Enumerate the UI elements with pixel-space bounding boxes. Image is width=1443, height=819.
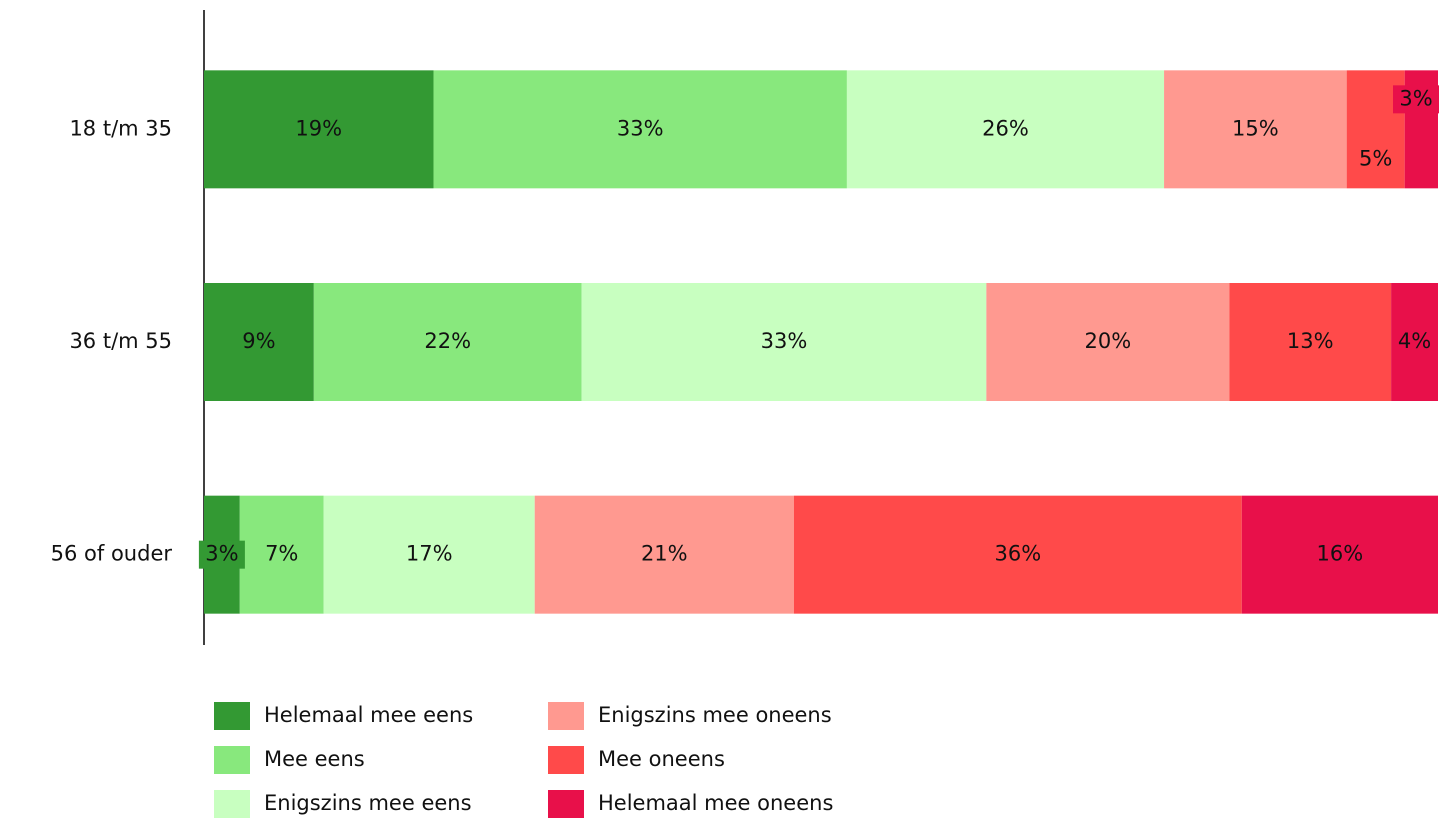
data-label: 5% (1359, 146, 1392, 170)
data-label: 16% (1317, 542, 1364, 566)
bar-segment (1229, 283, 1392, 401)
bar-segment (986, 283, 1230, 401)
data-label: 20% (1085, 329, 1132, 353)
legend-label: Helemaal mee eens (264, 703, 473, 727)
label-background (1393, 85, 1439, 114)
legend-label: Enigszins mee eens (264, 791, 472, 815)
legend-label: Enigszins mee oneens (598, 703, 832, 727)
bar-segment (323, 495, 535, 614)
bar-segment (1164, 70, 1347, 189)
y-tick-label: 56 of ouder (51, 542, 173, 566)
bar-segment (1241, 495, 1438, 614)
legend-swatch (214, 790, 250, 818)
y-tick-label: 36 t/m 55 (69, 329, 172, 353)
bar-segment (313, 283, 582, 401)
bar-segment (581, 283, 987, 401)
data-label: 17% (406, 542, 453, 566)
data-label: 3% (205, 542, 238, 566)
data-label: 33% (761, 329, 808, 353)
bar-segment (204, 70, 434, 189)
data-label: 19% (295, 116, 342, 140)
data-label: 7% (265, 542, 298, 566)
data-label: 9% (242, 329, 275, 353)
bar-segment (846, 70, 1165, 189)
data-label: 26% (982, 116, 1029, 140)
legend-swatch (548, 790, 584, 818)
bar-segment (793, 495, 1242, 614)
data-label: 36% (994, 542, 1041, 566)
legend-label: Mee oneens (598, 747, 725, 771)
bar-segment (239, 495, 324, 614)
legend-swatch (548, 702, 584, 730)
label-background (198, 540, 245, 569)
legend-label: Mee eens (264, 747, 365, 771)
data-label: 33% (617, 116, 664, 140)
legend-swatch (548, 746, 584, 774)
legend-label: Helemaal mee oneens (598, 791, 833, 815)
bar-segment (1391, 283, 1438, 401)
data-label: 13% (1287, 329, 1334, 353)
data-label: 3% (1399, 86, 1432, 110)
y-tick-label: 18 t/m 35 (69, 116, 172, 140)
bar-segment (433, 70, 847, 189)
bar-segment (534, 495, 794, 614)
data-label: 21% (641, 542, 688, 566)
bar-segment (204, 283, 314, 401)
data-label: 15% (1232, 116, 1279, 140)
legend-swatch (214, 746, 250, 774)
legend-swatch (214, 702, 250, 730)
data-label: 22% (424, 329, 471, 353)
data-label: 4% (1398, 329, 1431, 353)
